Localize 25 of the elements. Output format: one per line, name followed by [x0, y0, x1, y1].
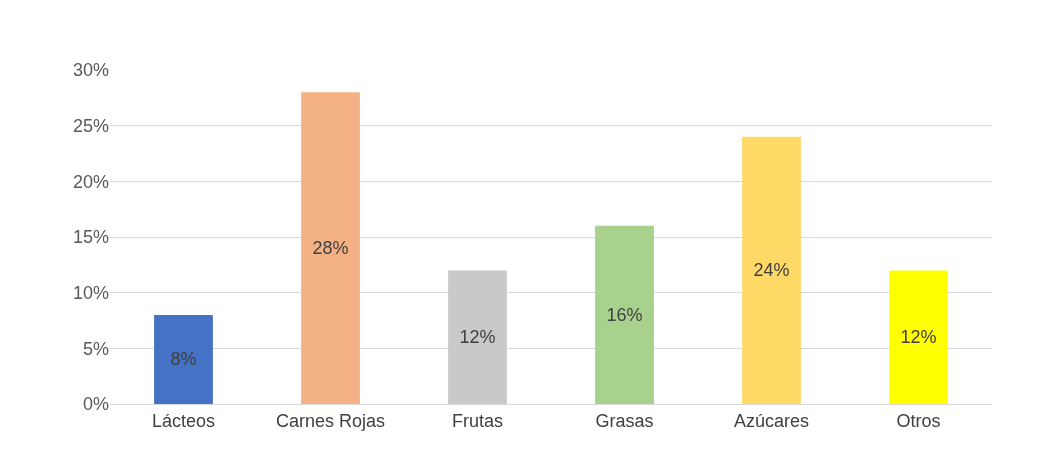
y-tick-label: 10%	[72, 282, 109, 303]
bar	[889, 270, 948, 404]
y-tick-label: 0%	[82, 394, 109, 415]
y-tick-label: 20%	[72, 171, 109, 192]
data-label: 24%	[753, 260, 790, 281]
y-tick-label: 5%	[82, 338, 109, 359]
data-label: 28%	[312, 238, 349, 259]
data-label: 16%	[606, 304, 643, 325]
x-tick-label: Frutas	[451, 410, 504, 431]
bar	[448, 270, 507, 404]
bar	[154, 314, 213, 404]
data-label: 8%	[170, 349, 197, 370]
bar	[301, 92, 360, 404]
x-tick-label: Carnes Rojas	[275, 410, 386, 431]
bar	[595, 225, 654, 404]
y-tick-label: 15%	[72, 227, 109, 248]
data-label: 12%	[900, 327, 937, 348]
bar	[742, 136, 801, 404]
y-tick-label: 25%	[72, 115, 109, 136]
x-tick-label: Azúcares	[733, 410, 810, 431]
x-tick-label: Lácteos	[151, 410, 216, 431]
x-tick-label: Otros	[896, 410, 941, 431]
data-label: 12%	[459, 327, 496, 348]
x-tick-label: Grasas	[595, 410, 654, 431]
y-tick-label: 30%	[72, 60, 109, 81]
